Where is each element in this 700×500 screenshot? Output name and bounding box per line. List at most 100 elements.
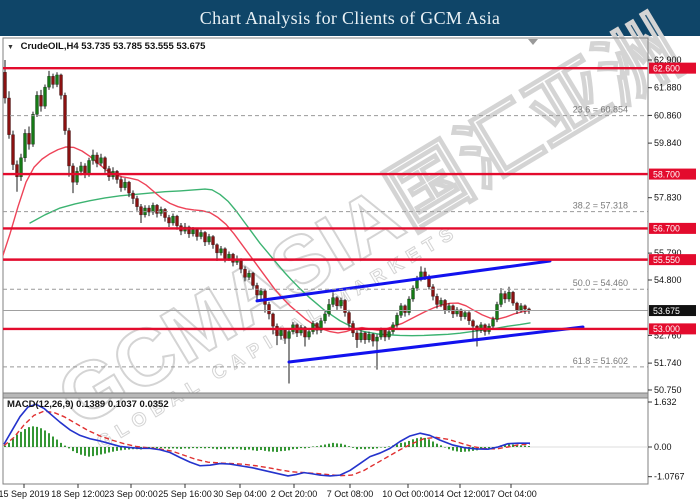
candle-bearish xyxy=(251,272,255,286)
candle-bullish xyxy=(375,336,379,342)
candle-bearish xyxy=(107,168,111,178)
candle-bearish xyxy=(347,312,351,324)
candle-bullish xyxy=(31,114,35,145)
price-tick-label: 51.740 xyxy=(654,358,682,368)
candle-bearish xyxy=(283,329,287,339)
candle-bearish xyxy=(315,323,319,331)
time-tick-label: 15 Sep 2019 xyxy=(0,489,50,499)
price-tick-label: 57.830 xyxy=(654,193,682,203)
candle-bearish xyxy=(187,226,191,235)
candle-bearish xyxy=(39,95,43,107)
candle-bearish xyxy=(127,181,131,194)
candle-bearish xyxy=(303,327,307,338)
level-price-badge-label: 58.700 xyxy=(653,169,680,179)
candle-bearish xyxy=(15,164,19,178)
candle-bearish xyxy=(83,165,87,175)
candle-bullish xyxy=(19,157,23,178)
candle-bullish xyxy=(151,205,155,213)
candle-bullish xyxy=(491,319,495,327)
level-price-badge xyxy=(649,254,696,266)
candle-bearish xyxy=(155,205,159,214)
current-price-badge xyxy=(649,305,696,317)
candle-bullish xyxy=(455,309,459,315)
candle-bullish xyxy=(23,133,27,159)
chart-shift-marker-icon[interactable] xyxy=(528,39,538,45)
candle-bullish xyxy=(87,160,91,175)
candle-bearish xyxy=(103,157,107,169)
trendline[interactable] xyxy=(255,259,552,303)
candle-bullish xyxy=(79,165,83,172)
candle-bearish xyxy=(243,268,247,278)
candle-bullish xyxy=(247,272,251,278)
macd-indicator-label: MACD(12,26,9) 0.1389 0.1037 0.0352 xyxy=(7,399,169,410)
candle-bullish xyxy=(35,95,39,115)
macd-signal-line xyxy=(3,410,531,477)
candle-bearish xyxy=(443,300,447,311)
macd-pane-group xyxy=(3,403,648,477)
candle-bearish xyxy=(3,71,7,99)
time-tick-label: 14 Oct 12:00 xyxy=(434,489,486,499)
candle-bullish xyxy=(311,323,315,332)
price-tick-label: 50.750 xyxy=(654,385,682,395)
candle-bearish xyxy=(511,291,515,304)
candle-bearish xyxy=(403,305,407,313)
current-price-badge-label: 53.675 xyxy=(653,306,680,316)
candle-bullish xyxy=(411,287,415,300)
price-tick-label: 62.900 xyxy=(654,55,682,65)
candle-bullish xyxy=(395,315,399,326)
candle-bearish xyxy=(115,171,119,180)
candle-bearish xyxy=(363,332,367,341)
time-tick-label: 7 Oct 08:00 xyxy=(327,489,374,499)
candle-bullish xyxy=(259,290,263,296)
macd-tick-label: -1.0767 xyxy=(654,472,685,482)
candle-bearish xyxy=(255,285,259,296)
candle-bearish xyxy=(167,217,171,224)
macd-main-line xyxy=(3,403,530,477)
candle-bearish xyxy=(95,154,99,164)
candle-bullish xyxy=(299,327,303,334)
candle-bullish xyxy=(379,329,383,338)
candle-bullish xyxy=(499,293,503,305)
time-tick-label: 18 Sep 12:00 xyxy=(51,489,105,499)
candle-bullish xyxy=(199,232,203,237)
price-tick-label: 52.760 xyxy=(654,330,682,340)
candle-bearish xyxy=(7,97,11,135)
price-tick-label: 55.790 xyxy=(654,248,682,258)
time-tick-label: 25 Sep 16:00 xyxy=(158,489,212,499)
trendline[interactable] xyxy=(287,325,585,364)
candle-bullish xyxy=(339,300,343,307)
candle-bearish xyxy=(343,300,347,313)
candle-bearish xyxy=(435,296,439,305)
candle-bullish xyxy=(47,76,51,88)
fibonacci-level-label: 50.0 = 54.460 xyxy=(573,278,628,288)
candle-bullish xyxy=(207,236,211,243)
time-tick-label: 17 Oct 04:00 xyxy=(485,489,537,499)
candle-bullish xyxy=(327,304,331,315)
pane-separator[interactable] xyxy=(2,392,649,399)
candle-bearish xyxy=(471,320,475,327)
candle-bullish xyxy=(439,300,443,305)
candle-bearish xyxy=(231,253,235,263)
candle-bearish xyxy=(383,329,387,338)
time-tick-label: 10 Oct 00:00 xyxy=(382,489,434,499)
candle-bullish xyxy=(479,324,483,331)
candle-bullish xyxy=(319,320,323,331)
candle-bearish xyxy=(11,134,15,165)
candle-bullish xyxy=(331,297,335,305)
candle-bearish xyxy=(239,259,243,270)
candle-bearish xyxy=(203,232,207,243)
main-pane-group xyxy=(3,60,585,384)
candle-bullish xyxy=(519,305,523,311)
level-price-badge xyxy=(649,168,696,180)
price-tick-label: 60.860 xyxy=(654,110,682,120)
symbol-dropdown-icon[interactable]: ▼ xyxy=(7,44,14,51)
candle-bearish xyxy=(63,95,67,131)
time-tick-label: 2 Oct 20:00 xyxy=(271,489,318,499)
candle-bearish xyxy=(147,207,151,213)
time-tick-label: 23 Sep 00:00 xyxy=(104,489,158,499)
candle-bearish xyxy=(335,297,339,307)
candle-bearish xyxy=(119,179,123,188)
